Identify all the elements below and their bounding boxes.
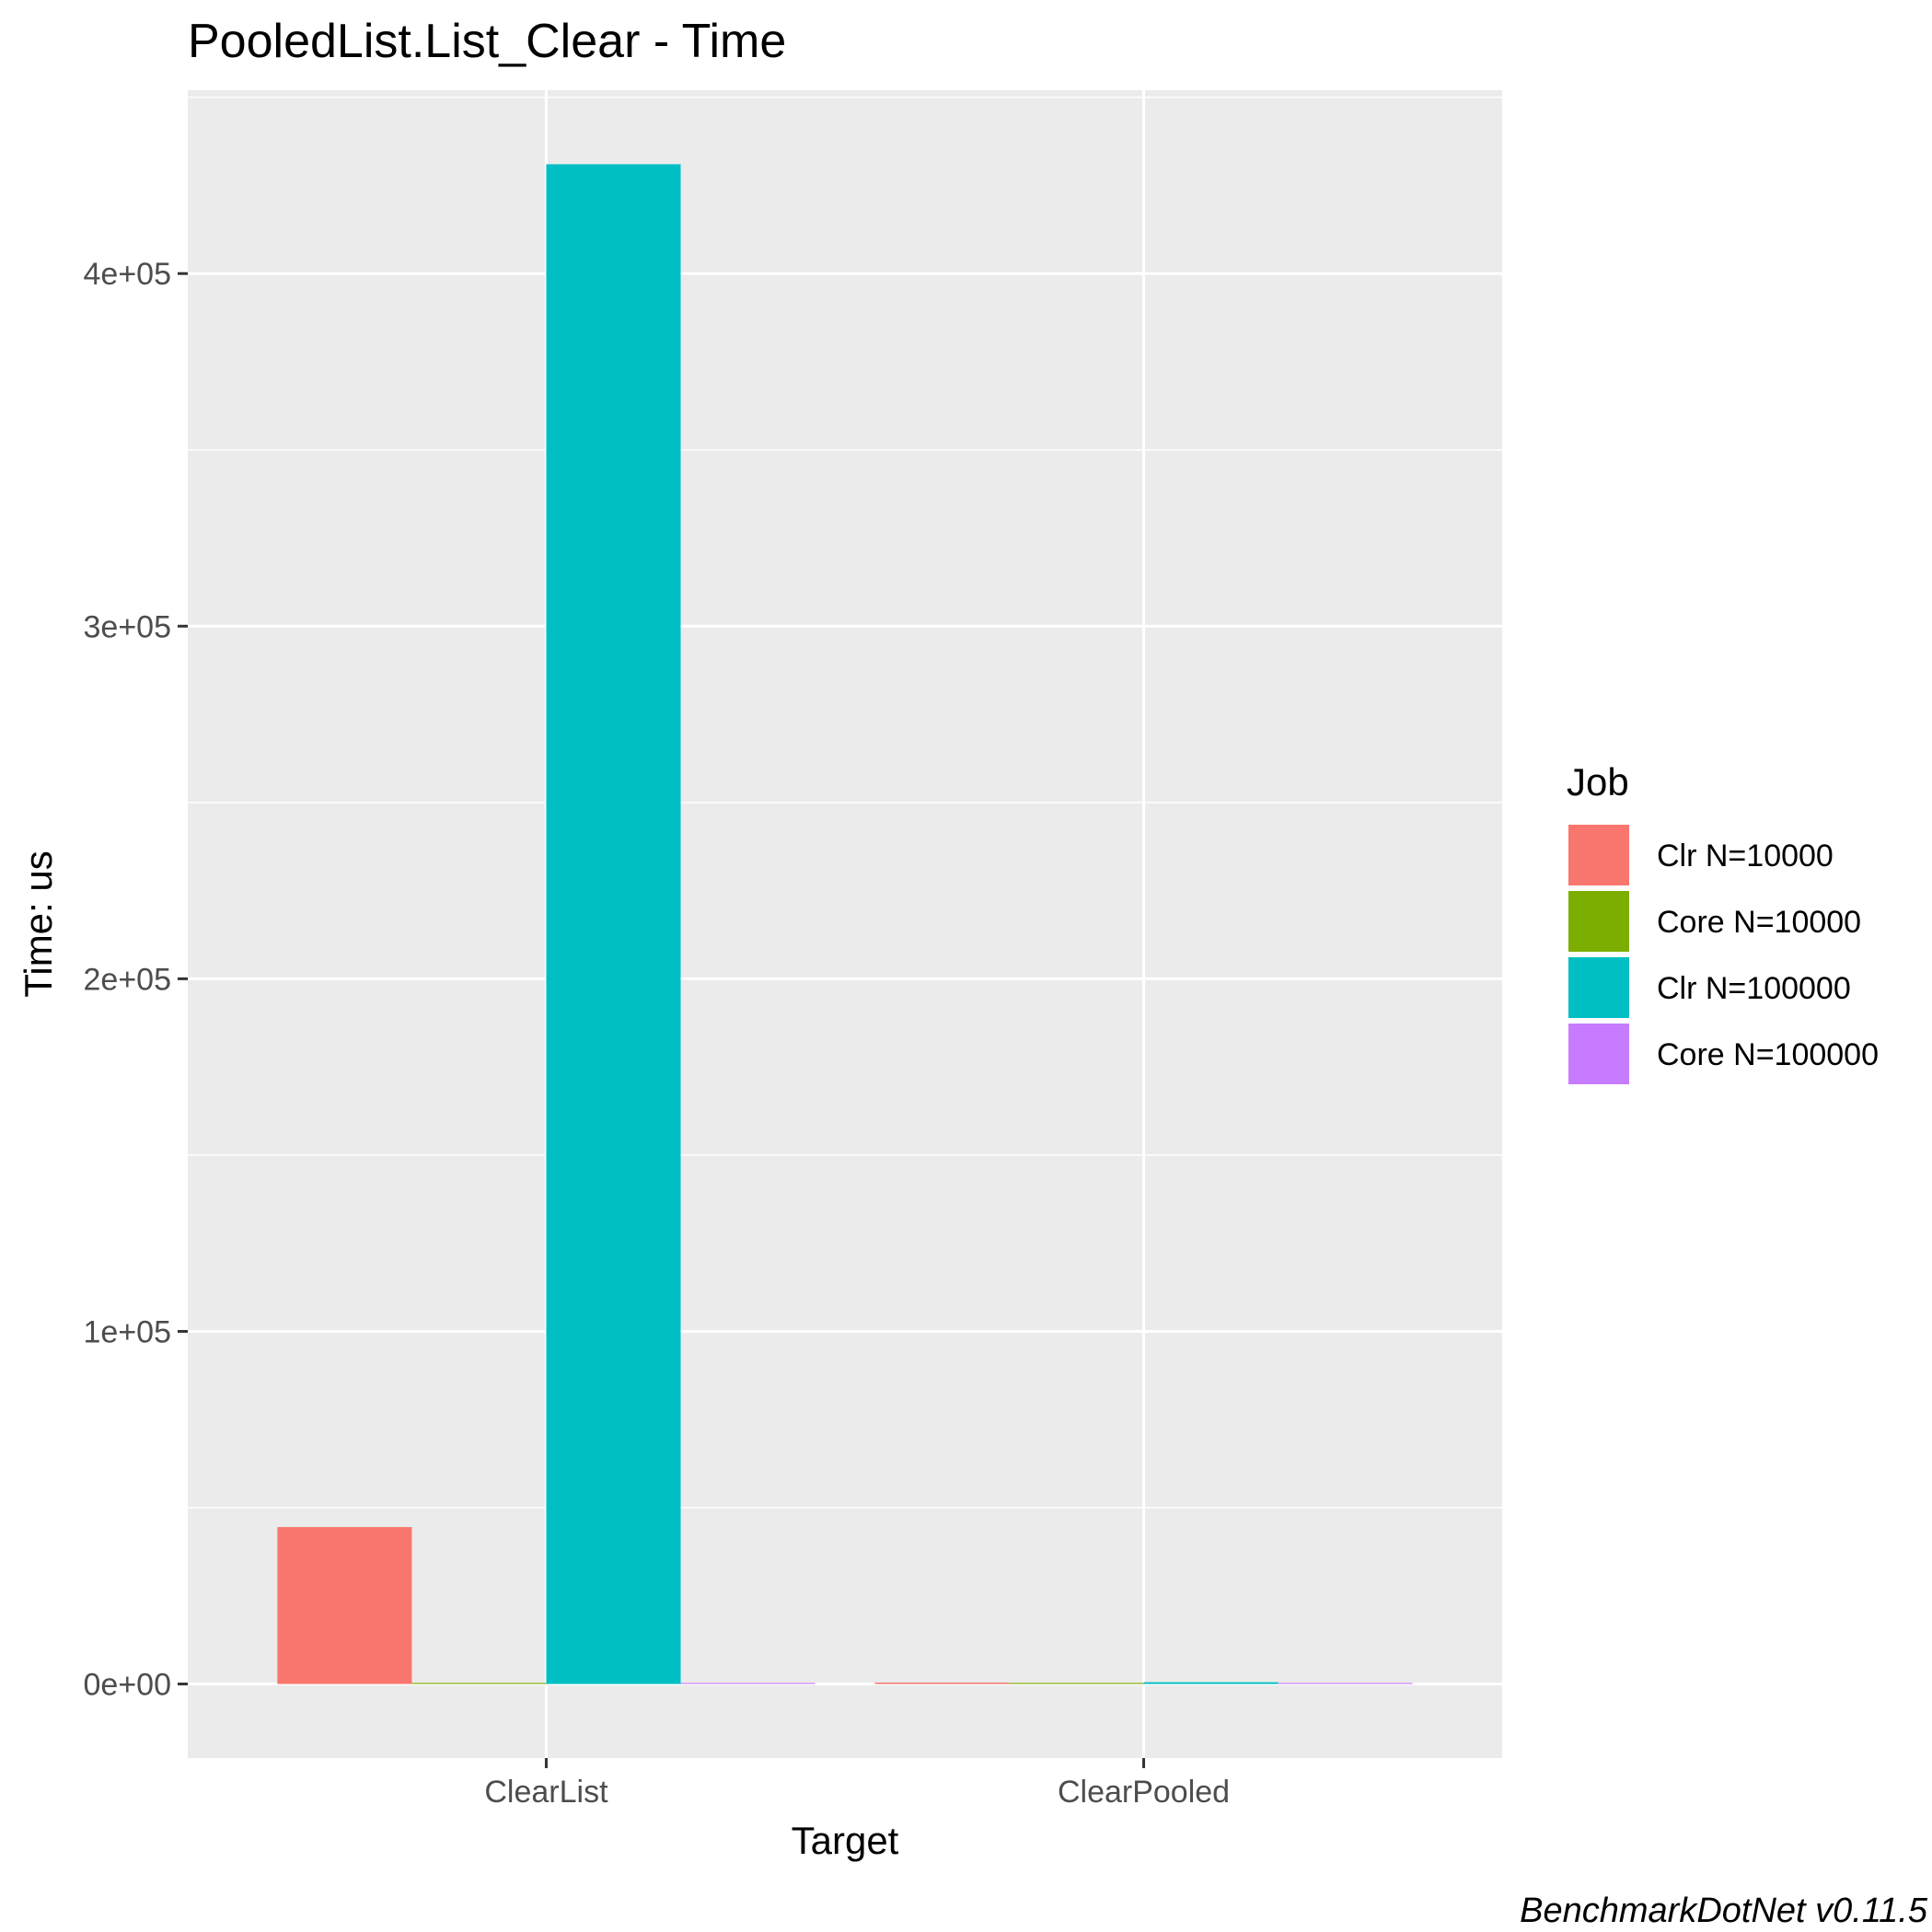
legend-key [1568, 1024, 1629, 1084]
x-tick-label: ClearList [484, 1775, 608, 1810]
y-tick-label: 3e+05 [84, 609, 172, 644]
y-axis-title: Time: us [17, 850, 60, 997]
bar [1143, 1682, 1278, 1684]
legend-key [1568, 957, 1629, 1018]
y-tick-label: 2e+05 [84, 962, 172, 997]
minor-gridlines [188, 96, 1502, 1509]
x-tick-label: ClearPooled [1058, 1775, 1230, 1810]
bar [546, 164, 681, 1684]
caption: BenchmarkDotNet v0.11.5 [1520, 1892, 1928, 1930]
legend-items: Clr N=10000 Core N=10000 Clr N=100000 Core … [1568, 825, 1879, 1084]
bar [277, 1527, 412, 1684]
legend-title: Job [1567, 760, 1629, 804]
legend-label: Clr N=100000 [1657, 971, 1851, 1006]
legend-key [1568, 825, 1629, 885]
legend-label: Core N=10000 [1657, 905, 1861, 940]
x-axis-title: Target [792, 1819, 899, 1862]
bar [874, 1683, 1010, 1684]
legend-label: Clr N=10000 [1657, 839, 1834, 873]
bars [277, 164, 1413, 1684]
chart-title: PooledList.List_Clear - Time [188, 15, 786, 68]
plot-panel [188, 90, 1502, 1758]
y-tick-label: 1e+05 [84, 1314, 172, 1349]
y-tick-label: 4e+05 [84, 257, 172, 292]
legend-key [1568, 891, 1629, 952]
legend-label: Core N=100000 [1657, 1037, 1879, 1072]
y-tick-label: 0e+00 [84, 1668, 172, 1703]
x-axis: ClearList ClearPooled [484, 1758, 1230, 1810]
y-axis: 0e+00 1e+05 2e+05 3e+05 4e+05 [84, 257, 188, 1703]
